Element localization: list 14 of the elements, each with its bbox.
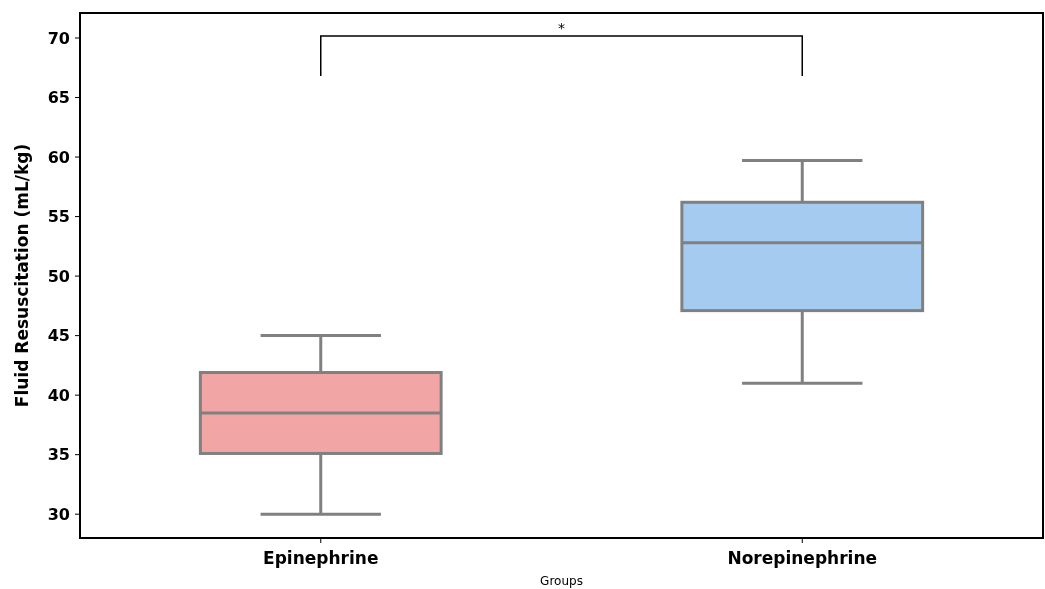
x-tick-label: Epinephrine [263, 548, 379, 568]
y-tick-label: 65 [47, 88, 70, 108]
y-tick-label: 30 [47, 504, 70, 524]
y-tick-label: 45 [47, 326, 70, 346]
annotation: * [558, 20, 565, 36]
y-axis-title: Fluid Resuscitation (mL/kg) [12, 143, 32, 408]
y-tick-label: 55 [47, 207, 70, 227]
y-tick-label: 50 [47, 266, 70, 286]
y-tick-label: 60 [47, 147, 70, 167]
y-tick-label: 40 [47, 385, 70, 405]
x-axis-title: Groups [540, 574, 583, 588]
y-tick-label: 35 [47, 445, 70, 465]
x-tick-label: Norepinephrine [727, 548, 878, 568]
y-tick-label: 70 [47, 28, 70, 48]
